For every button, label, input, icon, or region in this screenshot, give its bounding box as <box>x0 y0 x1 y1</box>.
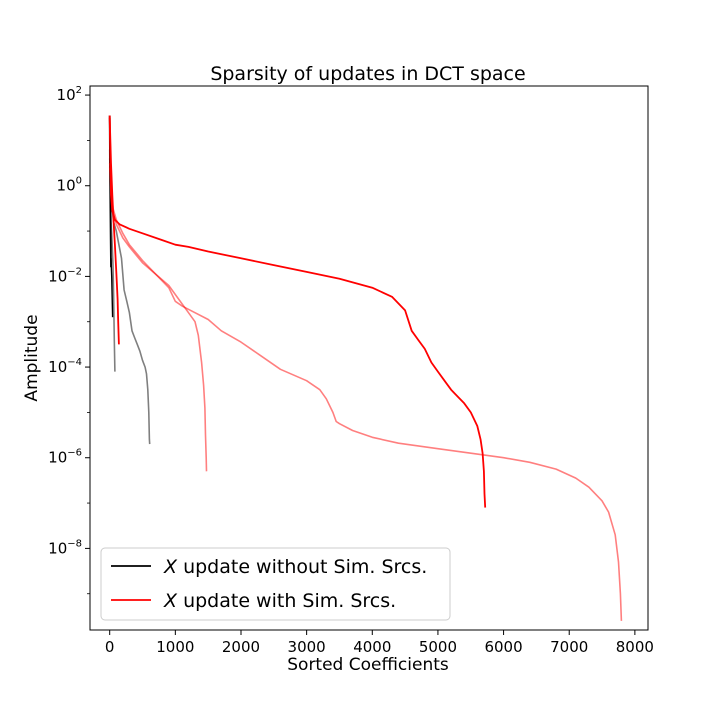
series-line-4 <box>108 163 208 472</box>
series-line-5 <box>108 167 623 621</box>
y-axis: 102 100 10−2 10−4 10−6 10−8 <box>48 85 90 595</box>
legend-label: X update with Sim. Srcs. <box>163 590 396 612</box>
x-tick-label: 6000 <box>484 638 522 656</box>
x-tick-label: 1000 <box>156 638 194 656</box>
legend: X update without Sim. Srcs. X update with… <box>100 547 451 621</box>
series-line-1 <box>108 158 151 445</box>
x-tick-label: 7000 <box>550 638 588 656</box>
x-tick-label: 2000 <box>222 638 260 656</box>
x-tick-label: 0 <box>105 638 115 656</box>
x-axis: 0 1000 2000 3000 4000 5000 6000 7000 8000 <box>105 630 654 656</box>
y-tick-label: 100 <box>57 176 82 195</box>
y-tick-label: 102 <box>57 85 82 104</box>
chart-title: Sparsity of updates in DCT space <box>210 63 525 85</box>
x-tick-label: 4000 <box>353 638 391 656</box>
x-tick-label: 5000 <box>419 638 457 656</box>
plot-frame <box>89 85 649 631</box>
y-tick-label: 10−4 <box>48 357 82 376</box>
x-tick-label: 3000 <box>288 638 326 656</box>
series-line-3 <box>110 258 114 318</box>
series-line-6 <box>108 115 487 508</box>
y-tick-label: 10−8 <box>48 538 82 557</box>
y-tick-label: 10−6 <box>48 448 82 467</box>
y-tick-label: 10−2 <box>48 266 82 285</box>
series-line-7 <box>108 117 120 345</box>
legend-box <box>100 547 451 621</box>
y-axis-label: Amplitude <box>22 314 42 401</box>
legend-label: X update without Sim. Srcs. <box>163 556 427 578</box>
x-tick-label: 8000 <box>616 638 654 656</box>
series-layer <box>108 115 623 621</box>
x-axis-label: Sorted Coefficients <box>287 655 449 675</box>
